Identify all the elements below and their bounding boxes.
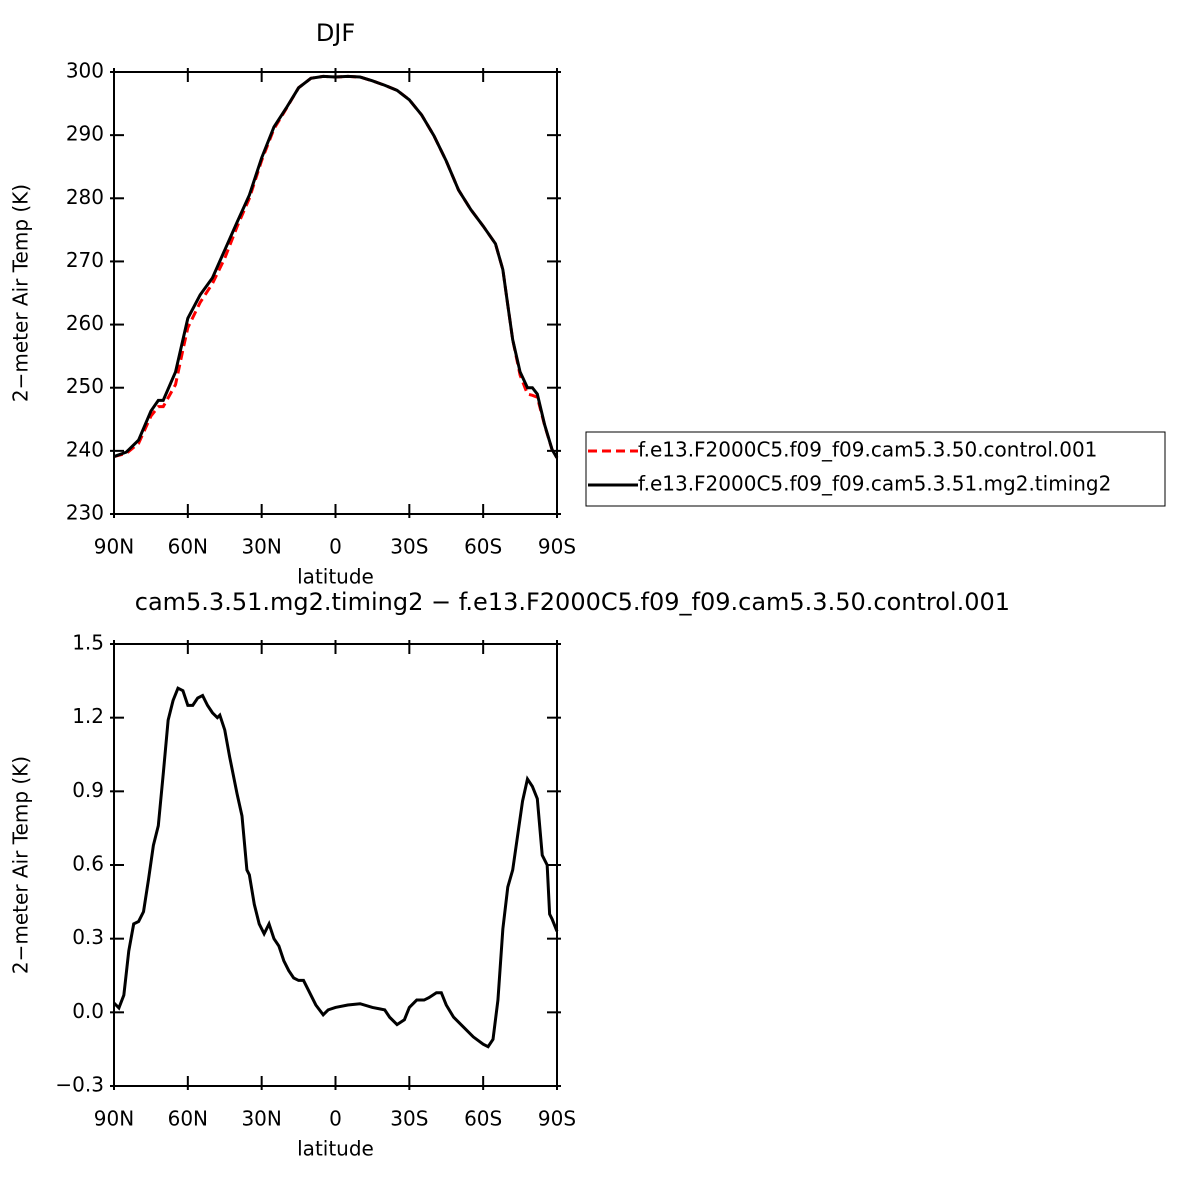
x-tick-label: 90S	[538, 1107, 576, 1131]
y-tick-label: 260	[66, 311, 104, 335]
x-tick-label: 30N	[241, 535, 281, 559]
x-tick-label: 30S	[390, 535, 428, 559]
legend-box	[585, 431, 1166, 507]
y-tick-label: 0.6	[72, 852, 104, 876]
x-tick-label: 0	[329, 1107, 342, 1131]
plot-frame	[113, 643, 558, 1087]
y-tick-label: 300	[66, 59, 104, 83]
x-tick-label: 90S	[538, 535, 576, 559]
x-tick-label: 60S	[464, 1107, 502, 1131]
data-line	[113, 74, 559, 459]
data-line	[113, 74, 559, 459]
x-tick-label: 0	[329, 535, 342, 559]
x-axis-label: latitude	[297, 1137, 374, 1161]
y-tick-label: 280	[66, 185, 104, 209]
plot-frame	[113, 71, 558, 515]
x-axis-label: latitude	[297, 565, 374, 589]
chart-title: cam5.3.51.mg2.timing2 − f.e13.F2000C5.f0…	[135, 588, 1010, 616]
y-tick-label: 0.9	[72, 778, 104, 802]
y-tick-label: 240	[66, 437, 104, 461]
y-tick-label: 290	[66, 122, 104, 146]
x-tick-label: 90N	[94, 535, 134, 559]
x-tick-label: 60S	[464, 535, 502, 559]
y-tick-label: 230	[66, 501, 104, 525]
x-tick-label: 60N	[168, 535, 208, 559]
chart-title: DJF	[316, 19, 355, 47]
x-tick-label: 30S	[390, 1107, 428, 1131]
y-tick-label: 0.3	[72, 925, 104, 949]
x-tick-label: 60N	[168, 1107, 208, 1131]
y-tick-label: 270	[66, 248, 104, 272]
y-tick-label: 250	[66, 374, 104, 398]
y-axis-label: 2−meter Air Temp (K)	[9, 184, 33, 402]
x-tick-label: 90N	[94, 1107, 134, 1131]
x-tick-label: 30N	[241, 1107, 281, 1131]
y-tick-label: −0.3	[55, 1073, 104, 1097]
y-tick-label: 1.2	[72, 704, 104, 728]
y-axis-label: 2−meter Air Temp (K)	[9, 756, 33, 974]
legend-label: f.e13.F2000C5.f09_f09.cam5.3.50.control.…	[638, 438, 1097, 462]
legend-label: f.e13.F2000C5.f09_f09.cam5.3.51.mg2.timi…	[638, 472, 1111, 496]
y-tick-label: 0.0	[72, 999, 104, 1023]
y-tick-label: 1.5	[72, 631, 104, 655]
data-line	[112, 686, 559, 1049]
